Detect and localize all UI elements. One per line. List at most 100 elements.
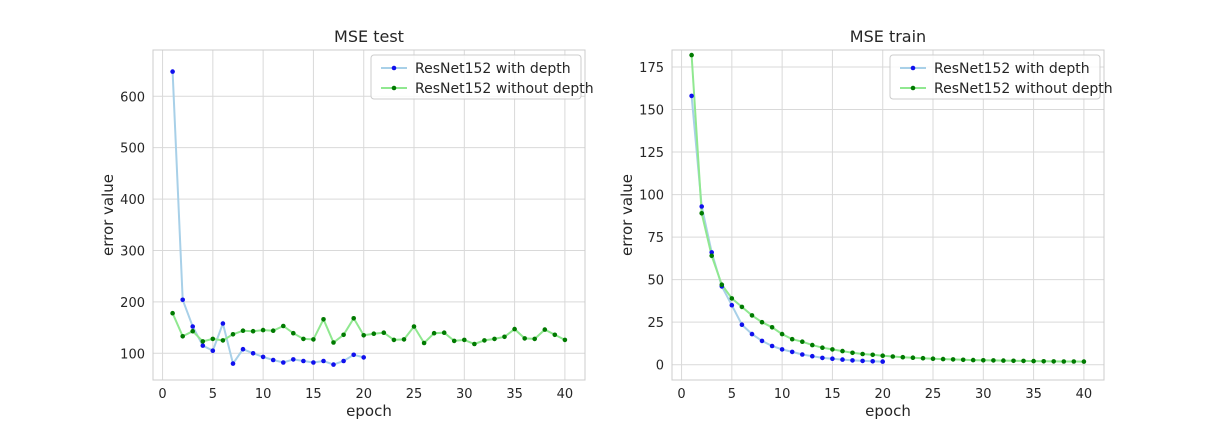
data-point xyxy=(759,319,765,325)
data-point xyxy=(250,351,256,356)
y-axis-label: error value xyxy=(99,174,117,256)
data-point xyxy=(779,331,785,337)
data-point xyxy=(930,356,936,362)
y-tick-label: 200 xyxy=(120,296,145,311)
data-point xyxy=(431,330,437,336)
data-point xyxy=(552,332,558,338)
plot-frame xyxy=(671,49,1105,381)
data-point xyxy=(860,351,865,357)
data-point xyxy=(210,348,216,354)
x-tick-labels: 0 5 10 15 20 25 30 35 40 xyxy=(158,387,573,402)
y-tick-label: 175 xyxy=(639,61,664,76)
legend-marker xyxy=(391,65,397,71)
data-point xyxy=(190,324,195,329)
data-point xyxy=(729,296,735,301)
x-tick-label: 0 xyxy=(677,387,685,402)
x-tick-label: 40 xyxy=(557,387,574,402)
legend-entry: ResNet152 with depth xyxy=(900,61,1090,77)
data-point xyxy=(709,253,714,259)
data-point xyxy=(910,355,916,361)
data-point xyxy=(1031,358,1036,364)
data-point xyxy=(810,342,815,348)
data-point xyxy=(341,332,346,338)
data-point xyxy=(331,362,336,367)
data-point xyxy=(789,349,795,355)
x-tick-labels: 0 5 10 15 20 25 30 35 40 xyxy=(677,387,1092,402)
x-tick-label: 10 xyxy=(255,387,272,402)
data-point xyxy=(492,336,497,342)
x-tick-label: 30 xyxy=(456,387,473,402)
data-point xyxy=(769,343,775,349)
data-point xyxy=(789,336,795,342)
data-point xyxy=(970,357,976,363)
series-lines xyxy=(170,69,568,367)
y-tick-label: 50 xyxy=(647,274,664,289)
legend-entry: ResNet152 without depth xyxy=(900,81,1113,97)
data-point xyxy=(260,354,266,360)
data-point xyxy=(361,355,367,360)
x-tick-label: 25 xyxy=(925,387,942,402)
data-point xyxy=(240,328,246,334)
y-tick-label: 75 xyxy=(647,231,664,246)
chart-mse-train: 0 5 10 15 20 25 30 35 40 0 25 50 75 100 125 150 175 MSE… xyxy=(618,27,1113,420)
y-tick-label: 600 xyxy=(120,90,145,105)
data-point xyxy=(779,347,785,352)
data-point xyxy=(451,338,457,344)
y-tick-label: 100 xyxy=(639,189,664,204)
data-point xyxy=(870,359,875,364)
y-tick-label: 100 xyxy=(120,347,145,362)
data-point xyxy=(1081,359,1087,364)
x-tick-label: 30 xyxy=(975,387,992,402)
data-point xyxy=(840,357,845,362)
data-point xyxy=(170,69,175,74)
data-point xyxy=(441,330,447,336)
data-point xyxy=(739,304,745,310)
data-point xyxy=(291,357,296,362)
data-point xyxy=(250,328,256,334)
data-point xyxy=(709,250,714,255)
data-point xyxy=(240,346,246,352)
data-point xyxy=(810,353,815,359)
legend-label: ResNet152 with depth xyxy=(415,61,571,77)
data-point xyxy=(200,343,206,348)
x-axis-label: epoch xyxy=(865,402,911,420)
legend-marker xyxy=(910,65,916,71)
data-point xyxy=(1041,359,1046,364)
data-point xyxy=(472,341,477,347)
x-axis-label: epoch xyxy=(346,402,392,420)
data-point xyxy=(542,327,548,332)
y-axis-label: error value xyxy=(618,174,636,256)
data-point xyxy=(860,358,865,364)
data-point xyxy=(1001,358,1006,363)
data-point xyxy=(1061,359,1067,364)
y-tick-label: 125 xyxy=(639,146,664,161)
y-tick-label: 400 xyxy=(120,193,145,208)
data-point xyxy=(180,334,185,339)
data-point xyxy=(371,331,377,337)
legend-entry: ResNet152 without depth xyxy=(381,81,594,97)
x-tick-label: 0 xyxy=(158,387,166,402)
data-point xyxy=(699,211,704,216)
chart-mse-test: 0 5 10 15 20 25 30 35 40 100 200 300 400 500 600 MSE … xyxy=(99,27,594,420)
data-point xyxy=(220,338,226,343)
series-lines xyxy=(689,52,1087,364)
data-point xyxy=(900,354,906,360)
data-point xyxy=(321,317,326,322)
y-tick-labels: 0 25 50 75 100 125 150 175 xyxy=(639,61,664,374)
x-tick-label: 5 xyxy=(728,387,736,402)
data-point xyxy=(341,358,346,364)
x-tick-label: 20 xyxy=(355,387,372,402)
data-point xyxy=(739,322,745,328)
grid xyxy=(672,50,1104,380)
data-point xyxy=(411,324,417,329)
y-tick-label: 25 xyxy=(647,316,664,331)
series-line xyxy=(690,55,1084,363)
data-point xyxy=(502,334,507,340)
data-point xyxy=(190,328,195,334)
data-point xyxy=(940,356,946,362)
data-point xyxy=(220,321,226,326)
y-tick-label: 500 xyxy=(120,142,145,157)
data-point xyxy=(769,325,775,330)
legend-marker xyxy=(910,85,916,91)
